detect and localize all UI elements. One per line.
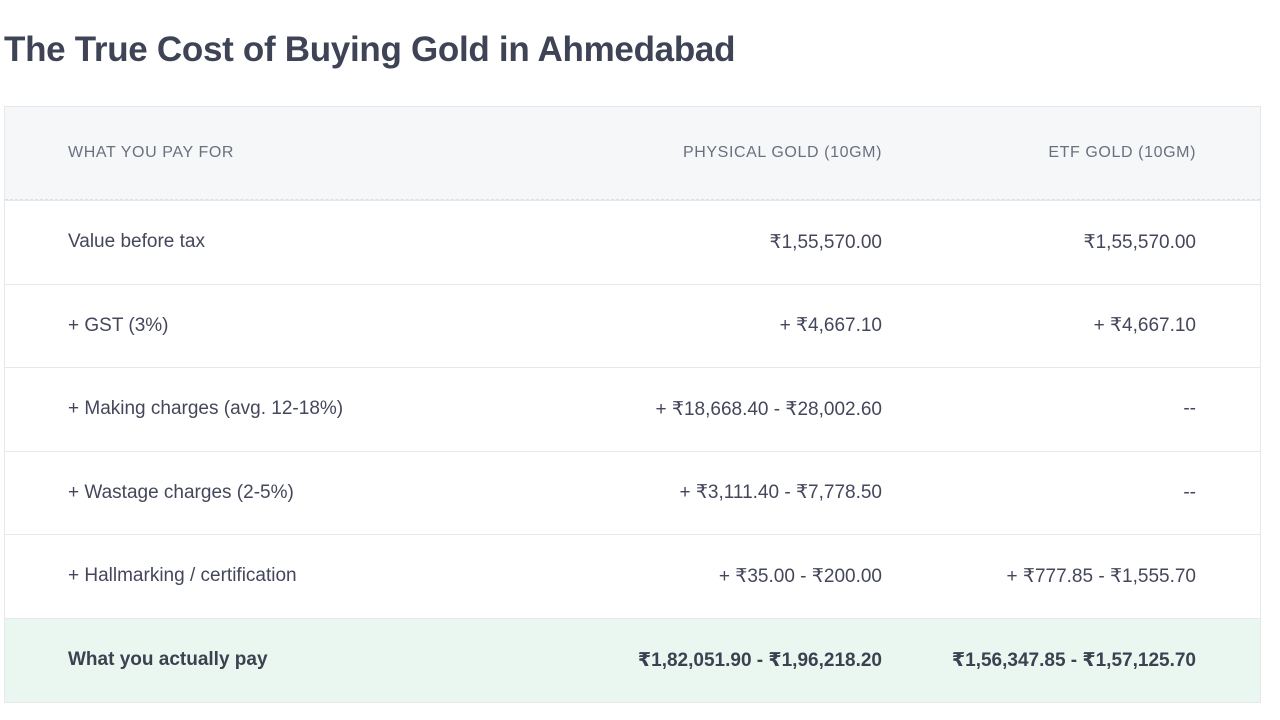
table-row: + Wastage charges (2-5%) + ₹3,111.40 - ₹…	[5, 450, 1260, 534]
etf-gold-value: --	[1183, 481, 1196, 503]
etf-gold-value: + ₹777.85 - ₹1,555.70	[1006, 565, 1196, 587]
header-physical-gold: PHYSICAL GOLD (10GM)	[682, 144, 882, 161]
page-title: The True Cost of Buying Gold in Ahmedaba…	[4, 30, 736, 69]
table-row: + Making charges (avg. 12-18%) + ₹18,668…	[5, 367, 1260, 451]
table-row: + GST (3%) + ₹4,667.10 + ₹4,667.10	[5, 283, 1260, 367]
table-row: + Hallmarking / certification + ₹35.00 -…	[5, 534, 1260, 618]
physical-gold-total: ₹1,82,051.90 - ₹1,96,218.20	[637, 649, 882, 671]
table-row: Value before tax ₹1,55,570.00 ₹1,55,570.…	[5, 200, 1260, 284]
total-label: What you actually pay	[68, 649, 268, 670]
physical-gold-value: + ₹3,111.40 - ₹7,778.50	[679, 482, 882, 504]
total-row: What you actually pay ₹1,82,051.90 - ₹1,…	[5, 617, 1260, 702]
row-label: + Making charges (avg. 12-18%)	[68, 398, 344, 420]
etf-gold-value: ₹1,55,570.00	[1083, 231, 1196, 253]
physical-gold-value: + ₹4,667.10	[779, 315, 882, 337]
row-label: Value before tax	[68, 231, 205, 253]
table-header-row: WHAT YOU PAY FOR PHYSICAL GOLD (10GM) ET…	[5, 107, 1260, 200]
cost-comparison-table: WHAT YOU PAY FOR PHYSICAL GOLD (10GM) ET…	[4, 106, 1261, 703]
physical-gold-value: + ₹18,668.40 - ₹28,002.60	[655, 398, 883, 420]
row-label: + GST (3%)	[68, 314, 169, 336]
etf-gold-total: ₹1,56,347.85 - ₹1,57,125.70	[951, 649, 1196, 671]
row-label: + Hallmarking / certification	[68, 565, 297, 587]
header-etf-gold: ETF GOLD (10GM)	[1048, 144, 1196, 161]
etf-gold-value: + ₹4,667.10	[1093, 315, 1196, 337]
physical-gold-value: ₹1,55,570.00	[769, 231, 882, 253]
header-what-you-pay-for: WHAT YOU PAY FOR	[68, 144, 235, 161]
row-label: + Wastage charges (2-5%)	[68, 481, 294, 503]
etf-gold-value: --	[1183, 398, 1196, 420]
physical-gold-value: + ₹35.00 - ₹200.00	[718, 565, 882, 587]
